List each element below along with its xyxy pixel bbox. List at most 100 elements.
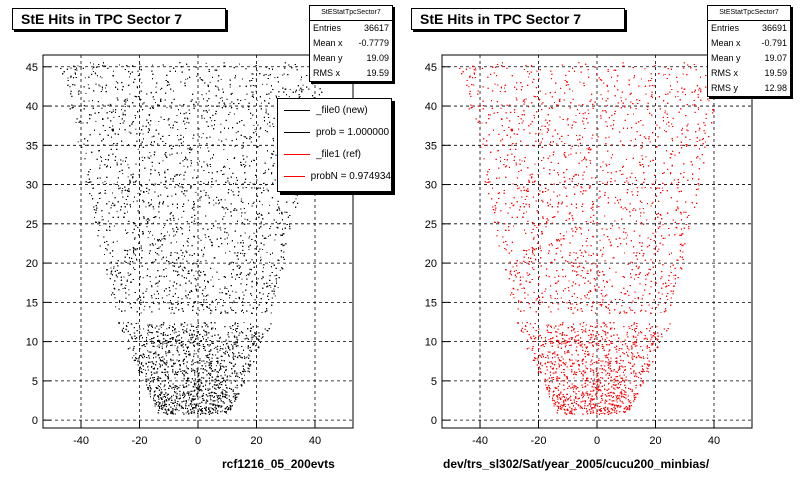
- hit-point: [126, 100, 128, 101]
- hit-point: [215, 365, 217, 367]
- hit-point: [141, 156, 143, 158]
- hit-point: [145, 219, 147, 221]
- hit-point: [229, 297, 230, 299]
- hit-point: [151, 136, 153, 138]
- hit-point: [113, 116, 115, 118]
- hit-point: [160, 391, 162, 393]
- hit-point: [258, 340, 260, 342]
- hit-point: [185, 404, 187, 406]
- hit-point: [255, 345, 256, 347]
- hit-point: [133, 355, 135, 357]
- hit-point: [148, 192, 150, 194]
- hit-point: [92, 187, 94, 189]
- hit-point: [140, 312, 142, 314]
- hit-point: [179, 384, 181, 386]
- hit-point: [188, 392, 190, 394]
- hit-point: [153, 238, 155, 240]
- hit-point: [235, 182, 237, 184]
- hit-point: [154, 261, 156, 263]
- hit-point: [253, 124, 255, 126]
- hit-point: [196, 331, 198, 333]
- hit-point: [148, 230, 150, 232]
- hit-point: [238, 264, 240, 266]
- hit-point: [256, 297, 258, 299]
- hit-point: [189, 226, 191, 228]
- hit-point: [266, 188, 268, 190]
- hit-point: [104, 65, 106, 67]
- hit-point: [201, 412, 203, 414]
- hit-point: [211, 120, 213, 122]
- hit-point: [127, 164, 129, 166]
- hit-point: [101, 219, 103, 221]
- hit-point: [260, 256, 262, 258]
- hit-point: [260, 337, 262, 339]
- hit-point: [181, 268, 183, 270]
- hit-point: [262, 83, 264, 85]
- hit-point: [205, 381, 207, 383]
- hit-point: [263, 267, 264, 269]
- hit-point: [161, 389, 162, 391]
- hit-point: [203, 399, 205, 401]
- hit-point: [180, 66, 182, 68]
- hit-point: [217, 227, 219, 229]
- hit-point: [212, 354, 214, 356]
- hit-point: [216, 340, 218, 342]
- hit-point: [155, 86, 157, 88]
- hit-point: [182, 412, 184, 414]
- hit-point: [201, 137, 203, 139]
- hit-point: [156, 378, 158, 380]
- hit-point: [111, 204, 113, 206]
- hit-point: [244, 302, 246, 303]
- hit-point: [176, 405, 178, 407]
- hit-point: [177, 371, 179, 372]
- hit-point: [152, 301, 154, 303]
- hit-point: [211, 310, 213, 312]
- hit-point: [167, 372, 169, 374]
- hit-point: [222, 206, 224, 208]
- hit-point: [249, 235, 251, 237]
- hit-point: [275, 280, 277, 282]
- hit-point: [174, 401, 176, 403]
- hit-point: [138, 96, 140, 98]
- hit-point: [142, 357, 144, 359]
- hit-point: [166, 411, 168, 413]
- hit-point: [288, 96, 290, 98]
- hit-point: [215, 393, 217, 395]
- hit-point: [112, 109, 114, 111]
- hit-point: [183, 385, 185, 387]
- hit-point: [170, 312, 172, 314]
- hit-point: [177, 300, 179, 302]
- hit-point: [294, 194, 296, 196]
- hit-point: [171, 303, 173, 305]
- hit-point: [270, 312, 272, 314]
- hit-point: [101, 216, 103, 218]
- hit-point: [245, 161, 247, 163]
- hit-point: [174, 345, 176, 347]
- hit-point: [144, 369, 146, 371]
- hit-point: [85, 152, 87, 154]
- hit-point: [144, 305, 146, 307]
- hit-point: [230, 344, 232, 346]
- hit-point: [163, 236, 165, 238]
- hit-point: [254, 128, 256, 130]
- hit-point: [266, 251, 268, 253]
- hit-point: [169, 146, 171, 147]
- hit-point: [232, 395, 234, 397]
- hit-point: [183, 165, 185, 167]
- hit-point: [187, 78, 189, 80]
- hit-point: [142, 277, 144, 279]
- hit-point: [250, 261, 252, 263]
- hit-point: [157, 285, 159, 287]
- hit-point: [210, 166, 211, 167]
- hit-point: [152, 64, 153, 66]
- hit-point: [229, 262, 231, 264]
- hit-point: [264, 170, 266, 172]
- hit-point: [230, 375, 232, 377]
- hit-point: [184, 386, 185, 388]
- hit-point: [149, 232, 150, 234]
- hit-point: [153, 293, 155, 295]
- hit-point: [274, 77, 276, 79]
- hit-point: [270, 286, 272, 288]
- hit-point: [142, 379, 144, 381]
